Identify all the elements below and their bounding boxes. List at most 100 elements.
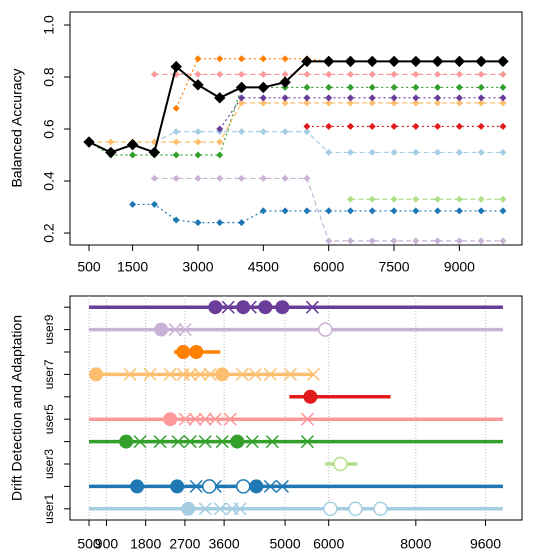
point [281,128,289,136]
point [301,55,313,68]
point [325,237,333,245]
point [455,207,463,215]
y-tick-label: 0.4 [41,171,57,191]
point [325,122,333,130]
point [105,146,117,159]
point [148,146,161,159]
hollow-point [348,501,363,517]
point [194,128,202,136]
point [455,195,463,203]
point [281,55,289,63]
x-tick-label: 900 [95,536,119,552]
cross-mark [188,412,202,426]
point [303,122,311,130]
point [238,99,246,107]
point [346,207,354,215]
point [325,148,333,156]
point [434,207,442,215]
point [322,55,335,68]
point [150,174,158,182]
point [412,195,420,203]
point [238,219,246,227]
point [107,138,115,146]
point [238,70,246,78]
point [325,99,333,107]
point [477,237,485,245]
y-tick-label: user3 [42,449,56,479]
point [368,207,376,215]
point [216,151,224,159]
cross-mark [183,435,197,449]
point [455,94,463,102]
cross-mark [306,367,320,381]
point [499,94,507,102]
cross-mark [223,412,237,426]
point [455,99,463,107]
point [303,70,311,78]
point [325,94,333,102]
point [194,219,202,227]
cross-mark [300,435,314,449]
cross-mark [213,502,227,516]
point [238,55,246,63]
point [126,138,139,151]
point [129,200,137,208]
cross-mark [168,323,182,337]
x-tick-label: 3600 [209,536,240,552]
filled-point [258,300,273,315]
point [281,174,289,182]
point [346,94,354,102]
filled-point [130,479,145,494]
point [434,122,442,130]
series-line [88,60,503,154]
point [434,237,442,245]
point [477,207,485,215]
point [83,136,95,148]
cross-mark [215,435,229,449]
point [216,138,224,146]
point [150,70,158,78]
y-axis-label: Drift Detection and Adaptation [9,315,25,501]
point [477,148,485,156]
point [390,99,398,107]
point [368,99,376,107]
point [366,55,378,68]
point [390,83,398,91]
point [259,174,267,182]
filled-point [163,412,178,427]
x-tick-label: 6000 [313,536,344,552]
point [412,94,420,102]
point [281,70,289,78]
cross-mark [245,435,259,449]
point [368,122,376,130]
point [346,195,354,203]
point [346,70,354,78]
point [346,122,354,130]
point [325,83,333,91]
point [238,128,246,136]
x-tick-label: 8000 [400,536,431,552]
cross-mark [163,367,177,381]
hollow-point [318,322,333,337]
point [346,148,354,156]
series-line [89,102,503,143]
cross-mark [233,502,247,516]
series-line [88,86,503,156]
point [194,174,202,182]
point [194,138,202,146]
cross-mark [275,479,289,493]
point [346,99,354,107]
point [390,122,398,130]
point [368,195,376,203]
filled-point [181,501,196,516]
filled-point [249,479,264,494]
point [368,148,376,156]
x-tick-label: 500 [77,259,101,275]
point [434,195,442,203]
hollow-point [236,479,251,494]
point [214,92,226,104]
point [412,70,420,78]
series-line [175,58,503,109]
x-tick-label: 1500 [117,259,148,275]
